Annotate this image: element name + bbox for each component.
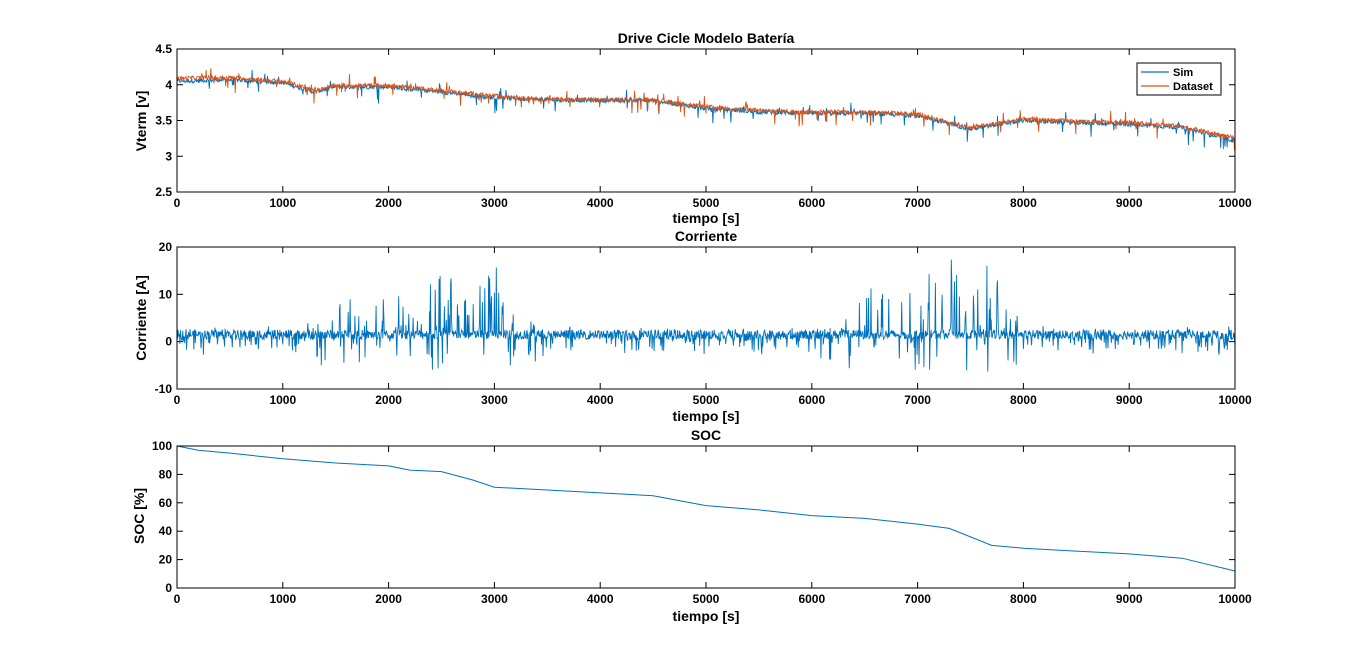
soc-y-axis-label: SOC [%] <box>131 488 147 544</box>
current-x-tick-label: 5000 <box>693 393 720 407</box>
current-x-tick-label: 7000 <box>904 393 931 407</box>
soc-y-tick-label: 20 <box>159 553 173 567</box>
current-series-line-0 <box>176 259 1236 372</box>
current-x-tick-label: 0 <box>174 393 181 407</box>
current-ticks: 0 1000 2000 3000 4000 5000 6000 7000 8000 9000 100… <box>155 240 1252 407</box>
voltage-x-tick-label: 6000 <box>798 196 825 210</box>
legend-box <box>1136 62 1222 96</box>
current-series <box>176 259 1236 372</box>
current-plot-frame <box>176 246 1236 390</box>
voltage-y-tick-label: 4 <box>165 78 172 92</box>
soc-series <box>176 445 1236 572</box>
current-y-tick-label: 20 <box>159 240 173 254</box>
voltage-x-tick-label: 5000 <box>693 196 720 210</box>
soc-x-tick-label: 3000 <box>481 592 508 606</box>
current-x-tick-label: 10000 <box>1218 393 1252 407</box>
voltage-series <box>176 68 1236 151</box>
voltage-legend: Sim Dataset <box>1136 62 1222 96</box>
voltage-x-tick-label: 3000 <box>481 196 508 210</box>
current-x-tick-label: 9000 <box>1116 393 1143 407</box>
soc-panel: SOC tiempo [s] SOC [%] 0 1000 2000 3000 4000… <box>131 427 1252 624</box>
soc-y-tick-label: 0 <box>165 581 172 595</box>
current-chart-title: Corriente <box>675 228 737 244</box>
voltage-ticks: 0 1000 2000 3000 4000 5000 6000 7000 8000 9000 100… <box>155 42 1252 210</box>
soc-y-tick-label: 100 <box>152 439 172 453</box>
voltage-y-tick-label: 3.5 <box>155 114 172 128</box>
soc-x-tick-label: 4000 <box>587 592 614 606</box>
current-y-tick-label: 0 <box>165 335 172 349</box>
voltage-x-tick-label: 10000 <box>1218 196 1252 210</box>
voltage-panel: Drive Cicle Modelo Batería tiempo [s] Vt… <box>133 30 1252 226</box>
voltage-y-tick-label: 4.5 <box>155 42 172 56</box>
voltage-x-tick-label: 0 <box>174 196 181 210</box>
current-panel: Corriente tiempo [s] Corriente [A] 0 1000… <box>133 228 1252 424</box>
soc-series-line-0 <box>176 445 1236 572</box>
current-x-axis-label: tiempo [s] <box>673 408 740 424</box>
soc-x-tick-label: 2000 <box>375 592 402 606</box>
voltage-y-tick-label: 2.5 <box>155 185 172 199</box>
soc-x-tick-label: 5000 <box>693 592 720 606</box>
soc-y-tick-label: 80 <box>159 467 173 481</box>
soc-x-tick-label: 0 <box>174 592 181 606</box>
soc-x-tick-label: 10000 <box>1218 592 1252 606</box>
soc-chart-title: SOC <box>691 427 721 443</box>
soc-x-tick-label: 1000 <box>269 592 296 606</box>
soc-x-tick-label: 7000 <box>904 592 931 606</box>
current-x-tick-label: 2000 <box>375 393 402 407</box>
voltage-x-tick-label: 1000 <box>269 196 296 210</box>
current-y-tick-label: -10 <box>155 382 173 396</box>
current-y-axis-label: Corriente [A] <box>133 275 149 361</box>
current-x-tick-label: 8000 <box>1010 393 1037 407</box>
current-x-tick-label: 6000 <box>798 393 825 407</box>
voltage-x-tick-label: 2000 <box>375 196 402 210</box>
voltage-x-tick-label: 7000 <box>904 196 931 210</box>
soc-x-axis-label: tiempo [s] <box>673 608 740 624</box>
voltage-x-tick-label: 8000 <box>1010 196 1037 210</box>
voltage-x-axis-label: tiempo [s] <box>673 210 740 226</box>
voltage-y-tick-label: 3 <box>165 149 172 163</box>
soc-y-tick-label: 60 <box>159 496 173 510</box>
voltage-plot-frame <box>176 48 1236 193</box>
voltage-y-axis-label: Vterm [v] <box>133 91 149 152</box>
soc-y-tick-label: 40 <box>159 524 173 538</box>
current-x-tick-label: 1000 <box>269 393 296 407</box>
soc-x-tick-label: 6000 <box>798 592 825 606</box>
voltage-series-line-1 <box>176 68 1236 151</box>
voltage-x-tick-label: 4000 <box>587 196 614 210</box>
voltage-x-tick-label: 9000 <box>1116 196 1143 210</box>
soc-plot-frame <box>176 445 1236 589</box>
current-y-tick-label: 10 <box>159 287 173 301</box>
current-x-tick-label: 3000 <box>481 393 508 407</box>
legend-dataset-label: Dataset <box>1173 81 1213 93</box>
soc-ticks: 0 1000 2000 3000 4000 5000 6000 7000 8000 9000 100… <box>152 439 1252 606</box>
soc-x-tick-label: 8000 <box>1010 592 1037 606</box>
current-x-tick-label: 4000 <box>587 393 614 407</box>
legend-sim-label: Sim <box>1173 67 1193 79</box>
soc-x-tick-label: 9000 <box>1116 592 1143 606</box>
voltage-chart-title: Drive Cicle Modelo Batería <box>618 30 795 46</box>
